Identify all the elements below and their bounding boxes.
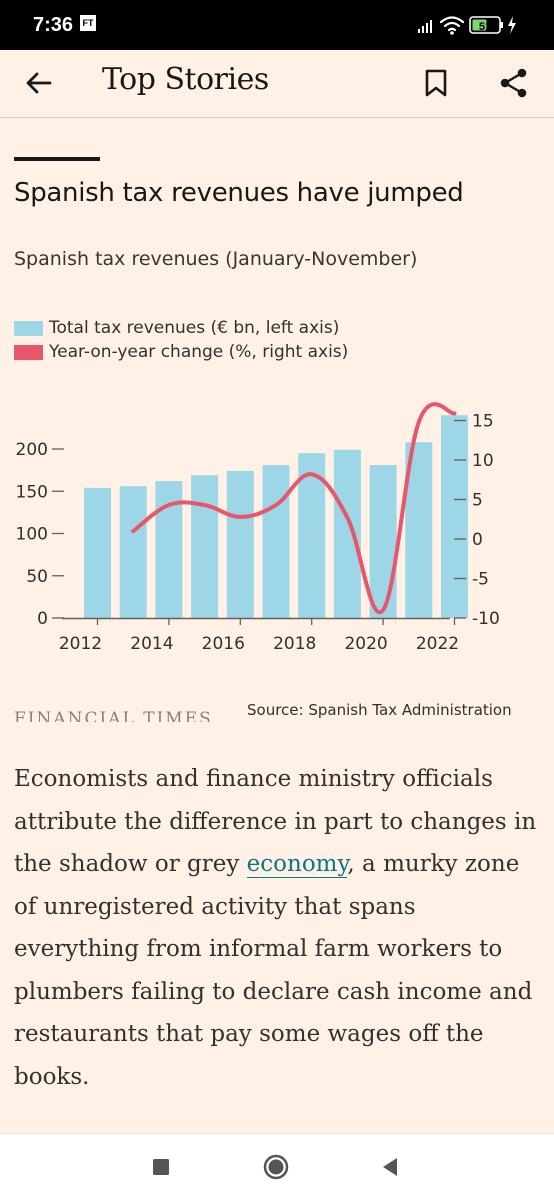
bar-2015: [191, 475, 219, 618]
legend-label-yoy-change: Year-on-year change (%, right axis): [49, 342, 349, 362]
bar-2019: [333, 449, 361, 618]
economy-link[interactable]: economy: [246, 851, 348, 878]
battery-level: 51: [479, 21, 491, 33]
right-axis-label: 0: [472, 530, 483, 550]
chart-source: Source: Spanish Tax Administration: [247, 701, 512, 719]
right-axis-label: -5: [472, 570, 489, 590]
back-arrow-icon[interactable]: [22, 66, 56, 100]
left-axis-label: 50: [26, 567, 48, 587]
chart-subtitle: Spanish tax revenues (January-November): [14, 248, 418, 270]
bar-2020: [369, 465, 397, 618]
x-axis-label: 2014: [130, 634, 173, 654]
left-axis-label: 0: [37, 609, 48, 629]
legend-label-revenues: Total tax revenues (€ bn, left axis): [49, 318, 340, 338]
home-icon[interactable]: [261, 1152, 291, 1182]
right-axis-label: 10: [472, 451, 494, 471]
bar-2022: [441, 415, 468, 618]
battery-icon: 51: [469, 16, 503, 34]
chart-title: Spanish tax revenues have jumped: [14, 178, 464, 208]
article-text-after-link: , a murky zone of unregistered activity …: [14, 851, 533, 1090]
right-axis-label: 15: [472, 412, 494, 432]
share-icon[interactable]: [498, 66, 530, 100]
page-title: Top Stories: [102, 62, 269, 97]
status-icons: 51: [418, 16, 516, 35]
heading-rule: [14, 157, 100, 161]
bar-2017: [262, 465, 290, 618]
chart-legend: Total tax revenues (€ bn, left axis) Yea…: [14, 316, 348, 364]
bar-2012: [84, 487, 111, 618]
system-nav-bar: [0, 1133, 554, 1200]
charging-icon: [508, 16, 516, 34]
article-text-before-link: Economists and finance ministry official…: [14, 766, 537, 877]
bar-2016: [226, 470, 254, 618]
legend-swatch-yoy-change: [14, 344, 43, 360]
legend-item-revenues: Total tax revenues (€ bn, left axis): [14, 316, 348, 340]
recent-apps-icon[interactable]: [146, 1152, 176, 1182]
back-triangle-icon[interactable]: [375, 1152, 405, 1182]
left-axis-label: 100: [16, 525, 48, 545]
app-bar: Top Stories: [0, 50, 554, 118]
bookmark-icon[interactable]: [421, 66, 451, 100]
x-axis-label: 2018: [273, 634, 316, 654]
financial-times-logo: FINANCIAL TIMES: [14, 709, 213, 722]
status-time: 7:36: [33, 14, 74, 36]
ft-notification-icon: FT: [80, 15, 96, 31]
x-axis-label: 2020: [344, 634, 387, 654]
x-axis-label: 2012: [59, 634, 102, 654]
wifi-icon: [439, 16, 465, 32]
legend-swatch-revenues: [14, 320, 43, 336]
x-axis-label: 2016: [202, 634, 245, 654]
tax-revenue-chart: 0 50 100 150 200 -10 -5 0 5 10 15 2012 2014 2016 2018 2…: [16, 402, 500, 654]
bar-2013: [119, 486, 147, 618]
left-axis-label: 200: [16, 440, 48, 460]
status-bar: 7:36 FT 51: [0, 0, 554, 50]
x-axis-label: 2022: [416, 634, 459, 654]
signal-icon: [418, 20, 432, 33]
right-axis-label: 5: [472, 491, 483, 511]
right-axis-label: -10: [472, 609, 500, 629]
article-paragraph: Economists and finance ministry official…: [14, 758, 542, 1098]
left-axis-label: 150: [16, 482, 48, 502]
legend-item-yoy-change: Year-on-year change (%, right axis): [14, 340, 348, 364]
